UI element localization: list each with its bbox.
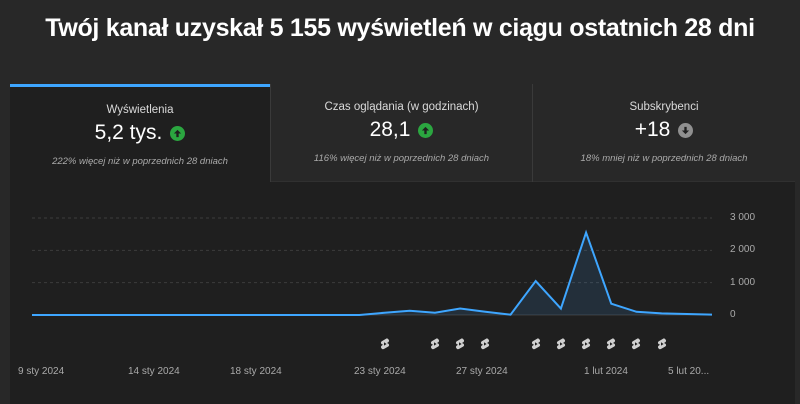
metric-comparison: 222% więcej niż w poprzednich 28 dniach	[52, 156, 228, 167]
divider	[532, 84, 533, 182]
shorts-icon[interactable]	[429, 337, 441, 351]
y-tick-label: 1 000	[730, 276, 756, 288]
metric-card-subscribers[interactable]: Subskrybenci +18 18% mniej niż w poprzed…	[533, 84, 795, 182]
y-tick-label: 3 000	[730, 212, 756, 223]
shorts-icon[interactable]	[656, 337, 668, 351]
x-tick-label: 14 sty 2024	[128, 366, 180, 377]
divider	[270, 84, 271, 182]
x-tick-label: 9 sty 2024	[18, 366, 65, 377]
shorts-icon[interactable]	[605, 337, 617, 351]
x-tick-label: 27 sty 2024	[456, 366, 508, 377]
metric-value: 5,2 tys.	[94, 121, 163, 144]
y-tick-label: 0	[730, 309, 736, 320]
metric-value: 28,1	[369, 118, 411, 141]
arrow-up-icon	[170, 125, 186, 141]
shorts-icon[interactable]	[379, 337, 391, 351]
metric-comparison: 18% mniej niż w poprzednich 28 dniach	[580, 153, 748, 164]
views-chart[interactable]	[10, 182, 795, 404]
series-line	[32, 229, 713, 316]
metric-card-watch-time[interactable]: Czas oglądania (w godzinach) 28,1 116% w…	[271, 84, 532, 182]
metric-label: Czas oglądania (w godzinach)	[324, 101, 479, 113]
metric-value: +18	[634, 118, 671, 141]
y-tick-label: 2 000	[730, 244, 756, 256]
metric-comparison: 116% więcej niż w poprzednich 28 dniach	[313, 153, 490, 164]
shorts-icon[interactable]	[454, 337, 466, 351]
shorts-icon[interactable]	[479, 337, 491, 351]
shorts-icon[interactable]	[580, 337, 592, 351]
x-tick-label: 23 sty 2024	[354, 366, 406, 377]
shorts-icon[interactable]	[555, 337, 567, 351]
arrow-down-icon	[678, 122, 694, 138]
metric-label: Subskrybenci	[629, 101, 699, 113]
shorts-icon[interactable]	[530, 337, 542, 351]
analytics-panel: Wyświetlenia 5,2 tys. 222% więcej niż w …	[10, 84, 795, 404]
page-headline: Twój kanał uzyskał 5 155 wyświetleń w ci…	[45, 14, 755, 42]
metric-card-views[interactable]: Wyświetlenia 5,2 tys. 222% więcej niż w …	[10, 84, 270, 182]
metric-label: Wyświetlenia	[106, 104, 174, 116]
metric-cards: Wyświetlenia 5,2 tys. 222% więcej niż w …	[10, 84, 795, 182]
arrow-up-icon	[418, 122, 434, 138]
series-area	[32, 232, 712, 315]
x-tick-label: 5 lut 20...	[668, 366, 710, 377]
x-tick-label: 18 sty 2024	[230, 366, 282, 377]
shorts-icon[interactable]	[630, 337, 642, 351]
x-tick-label: 1 lut 2024	[584, 366, 628, 377]
